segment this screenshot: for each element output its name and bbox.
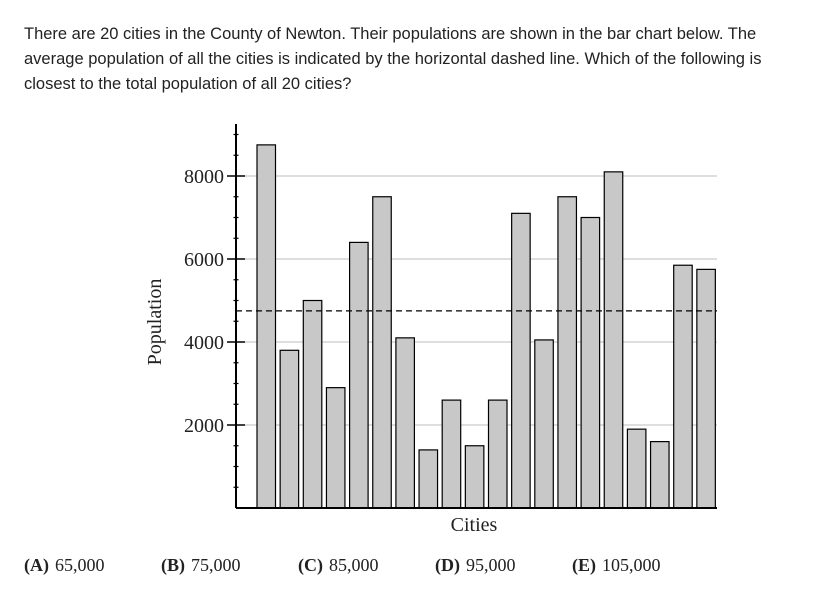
choice-b[interactable]: (B) 75,000: [161, 555, 241, 576]
choice-c[interactable]: (C) 85,000: [298, 555, 379, 576]
choice-letter: (C): [298, 555, 323, 575]
bar: [649, 441, 670, 509]
bar: [395, 337, 415, 509]
y-tick-label: 8000: [184, 166, 224, 188]
choice-a[interactable]: (A) 65,000: [24, 555, 105, 576]
choice-value: 105,000: [602, 555, 661, 575]
bar: [626, 428, 647, 509]
bar: [302, 299, 323, 509]
bar: [256, 144, 277, 509]
x-axis-label: Cities: [451, 514, 498, 536]
choice-d[interactable]: (D) 95,000: [435, 555, 516, 576]
y-ticks: 2000 4000 6000 8000: [184, 133, 245, 488]
bar: [349, 241, 369, 509]
bar: [696, 268, 716, 509]
bar: [511, 212, 531, 509]
y-tick-label: 2000: [184, 415, 224, 437]
bar: [580, 216, 601, 509]
choice-value: 65,000: [55, 555, 105, 575]
bar: [534, 339, 554, 509]
bar: [464, 445, 485, 509]
bar: [441, 399, 462, 509]
choice-value: 85,000: [329, 555, 379, 575]
choice-letter: (A): [24, 555, 49, 575]
choice-letter: (B): [161, 555, 185, 575]
choice-letter: (E): [572, 555, 596, 575]
axes: [235, 124, 717, 509]
y-axis-label: Population: [144, 279, 166, 366]
y-tick-label: 6000: [184, 249, 224, 271]
bar: [372, 196, 392, 509]
choice-e[interactable]: (E) 105,000: [572, 555, 661, 576]
bar: [418, 449, 439, 509]
bar: [325, 387, 346, 509]
choice-letter: (D): [435, 555, 460, 575]
answer-choices: (A) 65,000 (B) 75,000 (C) 85,000 (D) 95,000 …: [24, 555, 804, 583]
y-tick-label: 4000: [184, 332, 224, 354]
choice-value: 95,000: [466, 555, 516, 575]
bar: [487, 399, 508, 509]
bar: [673, 264, 693, 509]
bar: [557, 196, 578, 509]
bar: [279, 349, 300, 509]
bars: [256, 144, 716, 509]
question-text: There are 20 cities in the County of New…: [24, 25, 762, 93]
choice-value: 75,000: [191, 555, 241, 575]
bar: [603, 171, 624, 509]
